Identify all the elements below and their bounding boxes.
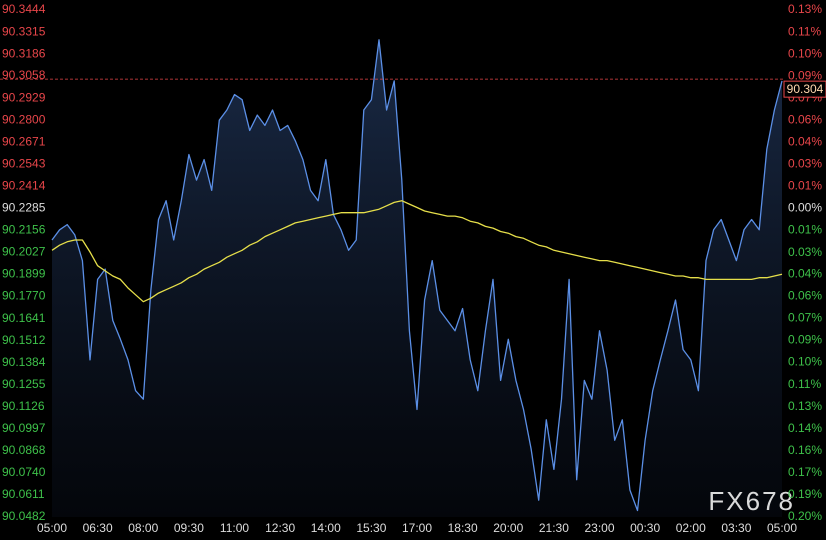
area-fill (52, 39, 782, 518)
y2-tick-label: 0.17% (788, 465, 822, 479)
y-tick-label: 90.1512 (2, 333, 46, 347)
y2-tick-label: 0.09% (788, 333, 822, 347)
x-tick-label: 06:30 (83, 521, 113, 535)
y2-tick-label: 0.03% (788, 156, 822, 170)
y2-tick-label: 0.04% (788, 135, 822, 149)
y2-tick-label: 0.20% (788, 509, 822, 523)
y-tick-label: 90.0997 (2, 421, 46, 435)
y2-tick-label: 0.04% (788, 267, 822, 281)
x-tick-label: 00:30 (630, 521, 660, 535)
x-tick-label: 08:00 (128, 521, 158, 535)
x-tick-label: 23:00 (584, 521, 614, 535)
y2-tick-label: 0.10% (788, 355, 822, 369)
y-tick-label: 90.2800 (2, 112, 46, 126)
y2-tick-label: 0.09% (788, 68, 822, 82)
y2-tick-label: 0.13% (788, 399, 822, 413)
x-tick-label: 15:30 (356, 521, 386, 535)
y2-tick-label: 0.03% (788, 245, 822, 259)
y2-tick-label: 0.11% (788, 377, 821, 391)
y2-tick-label: 0.19% (788, 487, 822, 501)
x-tick-label: 21:30 (539, 521, 569, 535)
x-tick-label: 05:00 (37, 521, 67, 535)
last-price-label: 90.304 (787, 82, 824, 96)
x-tick-label: 11:00 (220, 521, 249, 535)
y-tick-label: 90.2414 (2, 178, 46, 192)
x-tick-label: 03:30 (721, 521, 751, 535)
y-tick-label: 90.1641 (2, 311, 46, 325)
y-tick-label: 90.1384 (2, 355, 46, 369)
y-tick-label: 90.1899 (2, 267, 46, 281)
y-tick-label: 90.3186 (2, 46, 46, 60)
y-tick-label: 90.0611 (2, 487, 45, 501)
y-tick-label: 90.2929 (2, 90, 46, 104)
y2-tick-label: 0.01% (788, 179, 822, 193)
y-tick-label: 90.1770 (2, 289, 46, 303)
x-tick-label: 14:00 (311, 521, 341, 535)
y2-tick-label: 0.06% (788, 112, 822, 126)
y2-tick-label: 0.07% (788, 311, 822, 325)
y-tick-label: 90.2285 (2, 201, 46, 215)
y-tick-label: 90.3444 (2, 2, 46, 16)
x-tick-label: 12:30 (265, 521, 295, 535)
y2-tick-label: 0.00% (788, 201, 822, 215)
y-tick-label: 90.2543 (2, 156, 46, 170)
y-tick-label: 90.2156 (2, 223, 46, 237)
y-tick-label: 90.1255 (2, 377, 46, 391)
y-tick-label: 90.3315 (2, 24, 46, 38)
x-tick-label: 05:00 (767, 521, 797, 535)
y2-tick-label: 0.14% (788, 421, 822, 435)
x-tick-label: 09:30 (174, 521, 204, 535)
watermark: FX678 (708, 486, 795, 516)
y2-tick-label: 0.13% (788, 2, 822, 16)
y2-tick-label: 0.01% (788, 223, 822, 237)
y2-tick-label: 0.10% (788, 46, 822, 60)
x-tick-label: 17:00 (402, 521, 432, 535)
x-tick-label: 02:00 (676, 521, 706, 535)
last-price-box (783, 80, 826, 98)
y2-tick-label: 0.11% (788, 24, 821, 38)
y-tick-label: 90.2671 (2, 134, 46, 148)
y-tick-label: 90.0482 (2, 509, 46, 523)
y-tick-label: 90.1126 (2, 399, 45, 413)
series-line (51, 39, 783, 512)
x-tick-label: 20:00 (493, 521, 523, 535)
y-tick-label: 90.2027 (2, 245, 46, 259)
y2-tick-label: 0.06% (788, 289, 822, 303)
y-tick-label: 90.0868 (2, 443, 46, 457)
y2-tick-label: 0.16% (788, 443, 822, 457)
series-line (51, 200, 783, 303)
y-tick-label: 90.0740 (2, 465, 46, 479)
y-tick-label: 90.3058 (2, 68, 46, 82)
x-tick-label: 18:30 (448, 521, 478, 535)
